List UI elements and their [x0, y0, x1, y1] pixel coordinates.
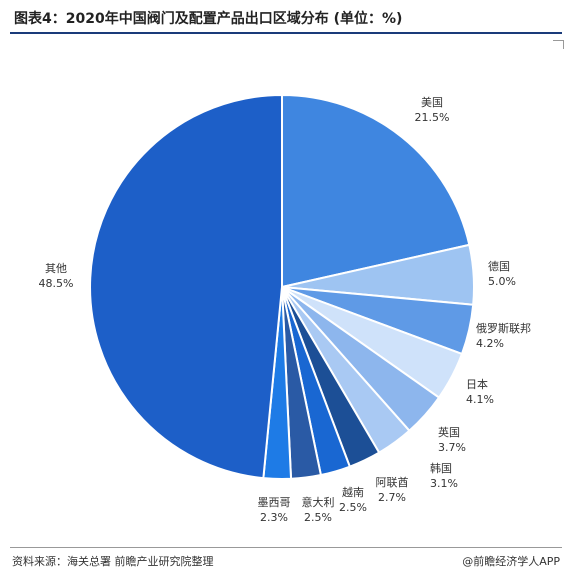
- slice-name-label: 德国: [488, 259, 510, 273]
- corner-mark: [553, 40, 564, 49]
- slice-name-label: 英国: [438, 425, 460, 439]
- slice-value-label: 4.2%: [476, 337, 504, 350]
- slice-value-label: 48.5%: [39, 277, 74, 290]
- slice-value-label: 2.5%: [339, 501, 367, 514]
- slice-value-label: 21.5%: [415, 111, 450, 124]
- pie-slice-0: [281, 93, 471, 289]
- brand-credit: @前瞻经济学人APP: [462, 555, 560, 568]
- slice-name-label: 越南: [342, 485, 364, 499]
- slice-value-label: 4.1%: [466, 393, 494, 406]
- slice-name-label: 意大利: [302, 495, 335, 509]
- slice-value-label: 3.1%: [430, 477, 458, 490]
- slice-value-label: 2.7%: [378, 491, 406, 504]
- slice-value-label: 2.3%: [260, 511, 288, 524]
- pie-slice-10: [89, 93, 283, 480]
- slice-name-label: 阿联酋: [376, 475, 409, 489]
- slice-name-label: 美国: [421, 96, 443, 109]
- slice-name-label: 韩国: [430, 461, 452, 475]
- slice-value-label: 3.7%: [438, 441, 466, 454]
- slice-name-label: 日本: [466, 377, 488, 391]
- slice-name-label: 其他: [45, 262, 67, 275]
- slice-value-label: 5.0%: [488, 275, 516, 288]
- pie-labels: 美国 21.5% 德国 5.0% 俄罗斯联邦 4.2% 日本 4.1% 英国 3.7% 韩国 3.1%…: [39, 96, 531, 524]
- pie-chart: 美国 21.5% 德国 5.0% 俄罗斯联邦 4.2% 日本 4.1% 英国 3.7% 韩国 3.1%…: [39, 93, 531, 524]
- source-note: 资料来源：海关总署 前瞻产业研究院整理: [12, 555, 214, 568]
- slice-name-label: 墨西哥: [258, 496, 291, 509]
- pie-slices: [89, 93, 475, 480]
- slice-value-label: 2.5%: [304, 511, 332, 524]
- slice-name-label: 俄罗斯联邦: [476, 322, 531, 335]
- chart-title: 图表4：2020年中国阀门及配置产品出口区域分布 (单位：%): [14, 11, 403, 27]
- footer-rule: [10, 547, 562, 548]
- title-rule: [10, 32, 562, 34]
